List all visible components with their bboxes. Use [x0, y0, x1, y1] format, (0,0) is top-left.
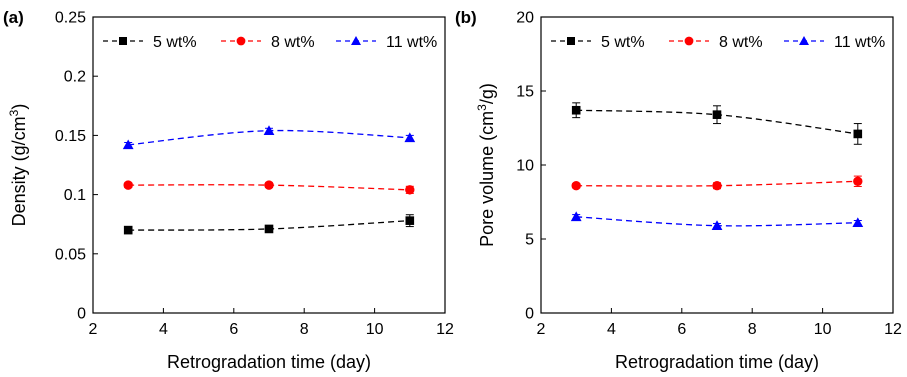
data-point — [405, 216, 415, 225]
y-tick-label: 0.05 — [55, 246, 86, 263]
y-axis-label-tail: /g) — [477, 83, 497, 104]
series-5wt — [571, 102, 863, 145]
data-point — [123, 180, 133, 190]
y-tick-label: 10 — [516, 158, 534, 175]
y-tick-label: 0.1 — [64, 187, 86, 204]
data-point — [853, 129, 863, 139]
x-tick-label: 10 — [366, 321, 384, 338]
legend-label: 11 wt% — [834, 34, 885, 51]
x-tick-label: 12 — [884, 321, 902, 338]
series-11wt — [122, 125, 416, 150]
data-point — [122, 139, 134, 150]
legend-marker — [567, 37, 575, 45]
plot-frame — [540, 16, 894, 314]
plot-frame — [92, 16, 446, 314]
legend-entry: 5 wt% — [551, 34, 645, 51]
series-8wt — [571, 175, 863, 191]
data-point — [571, 181, 581, 191]
y-axis-label: Density (g/cm3) — [7, 104, 29, 227]
panel-label: (a) — [3, 8, 24, 27]
data-point — [853, 176, 863, 186]
legend-marker — [236, 36, 246, 46]
legend-marker — [799, 36, 809, 45]
legend-label: 5 wt% — [153, 34, 197, 51]
data-point — [123, 225, 133, 235]
x-tick-label: 8 — [300, 321, 309, 338]
panel-label: (b) — [455, 8, 477, 27]
legend-label: 5 wt% — [601, 34, 645, 51]
legend-marker — [684, 36, 694, 46]
y-tick-label: 0 — [77, 306, 86, 323]
data-point — [404, 132, 416, 143]
y-tick-label: 0.15 — [55, 128, 86, 145]
x-tick-label: 4 — [159, 321, 168, 338]
chart-panel-a: 2 4 6 8 10 12 0 0.05 0.1 0.15 0.2 0.25 Retrogradatio… — [3, 8, 454, 372]
x-tick-label: 4 — [607, 321, 616, 338]
x-axis-label: Retrogradation time (day) — [615, 352, 819, 372]
y-axis-label-tail: ) — [9, 104, 29, 110]
data-point — [852, 217, 864, 228]
x-tick-label: 2 — [89, 321, 98, 338]
data-point — [405, 185, 415, 195]
legend-entry: 8 wt% — [669, 34, 763, 51]
y-axis-label-superscript: 3 — [475, 104, 489, 111]
legend-label: 8 wt% — [719, 34, 763, 51]
y-tick-label: 5 — [525, 232, 534, 249]
x-axis-label: Retrogradation time (day) — [167, 352, 371, 372]
legend-marker — [119, 37, 127, 45]
data-point — [711, 220, 723, 230]
y-tick-label: 0.2 — [64, 69, 86, 86]
data-point — [264, 180, 274, 190]
series-5wt — [123, 214, 415, 235]
data-point — [571, 105, 581, 115]
y-axis-label-superscript: 3 — [7, 109, 21, 116]
data-point — [712, 181, 722, 191]
legend-entry: 11 wt% — [784, 34, 885, 51]
data-point — [712, 110, 722, 119]
legend-entry: 8 wt% — [221, 34, 315, 51]
legend-entry: 11 wt% — [336, 34, 437, 51]
y-axis-label: Pore volume (cm3/g) — [475, 83, 497, 247]
x-tick-label: 8 — [748, 321, 757, 338]
x-tick-label: 12 — [436, 321, 454, 338]
data-point — [263, 125, 275, 135]
legend-label: 11 wt% — [386, 34, 437, 51]
y-axis-label-main: Pore volume (cm — [477, 111, 497, 247]
y-tick-label: 20 — [516, 10, 534, 27]
x-tick-label: 6 — [677, 321, 686, 338]
legend-entry: 5 wt% — [103, 34, 197, 51]
y-tick-label: 0.25 — [55, 10, 86, 27]
y-tick-label: 15 — [516, 84, 534, 101]
legend-label: 8 wt% — [271, 34, 315, 51]
x-tick-label: 6 — [229, 321, 238, 338]
data-point — [264, 224, 274, 234]
x-tick-label: 2 — [537, 321, 546, 338]
y-axis-label-main: Density (g/cm — [9, 116, 29, 226]
series-11wt — [570, 211, 864, 230]
chart-panel-b: 2 4 6 8 10 12 0 5 10 15 20 Retrogradation time (day… — [455, 8, 902, 372]
y-tick-label: 0 — [525, 306, 534, 323]
x-tick-label: 10 — [814, 321, 832, 338]
legend-marker — [351, 36, 361, 45]
data-point — [570, 211, 582, 222]
series-8wt — [123, 180, 415, 195]
